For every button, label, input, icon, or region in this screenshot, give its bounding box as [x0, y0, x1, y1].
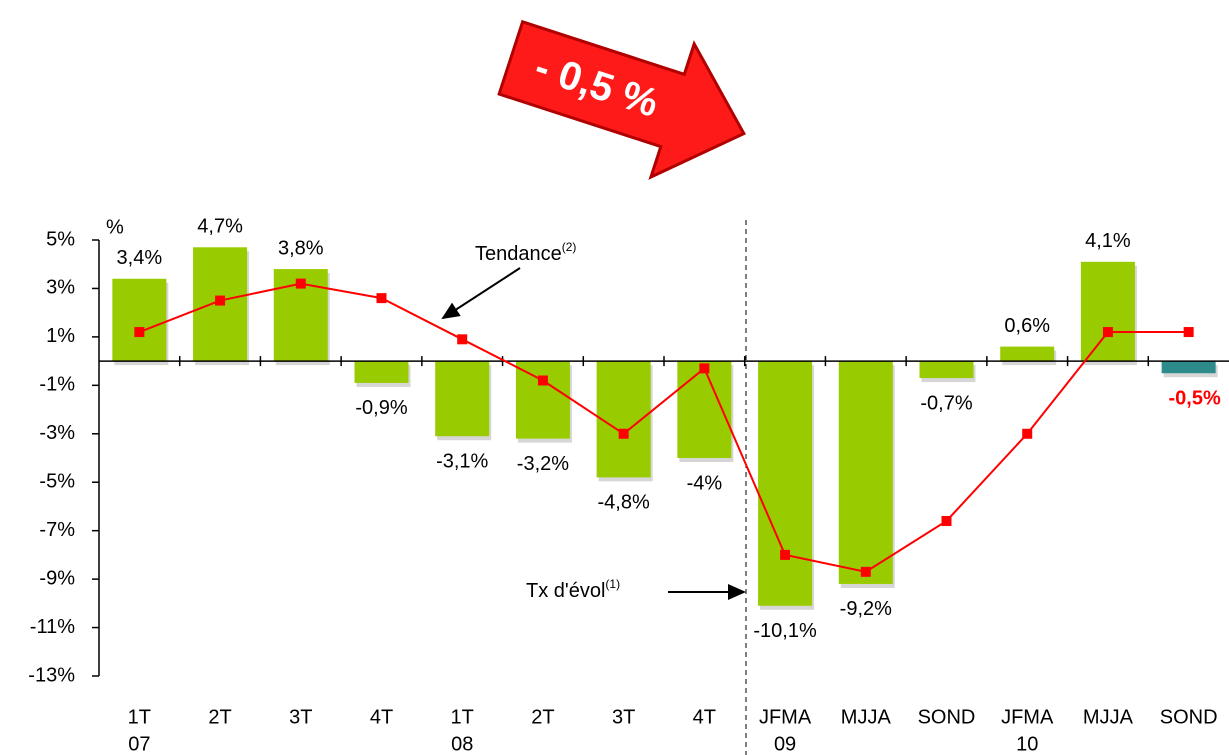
- x-tick-label: 2T: [208, 706, 231, 728]
- trend-marker: [1183, 327, 1194, 338]
- x-tick-label: JFMA: [759, 706, 812, 728]
- value-label: -10,1%: [753, 620, 817, 642]
- bar: [1080, 261, 1135, 362]
- x-tick-label: 1T: [451, 706, 474, 728]
- trend-marker: [215, 295, 226, 306]
- value-label: -0,7%: [920, 392, 972, 414]
- value-label: -3,2%: [517, 453, 569, 475]
- y-tick-label: 3%: [46, 277, 75, 299]
- trend-marker: [1102, 327, 1113, 338]
- trend-label: Tendance(2): [475, 240, 576, 265]
- bar: [838, 361, 893, 584]
- trend-marker: [618, 428, 629, 439]
- plot: 5% 3% 1% -1% -3% -5% -7% -9% -11% -13% 3,4% 4,7% 3,8…: [28, 216, 1229, 755]
- bar: [354, 361, 409, 383]
- value-label: -4,8%: [598, 492, 650, 514]
- trend-marker: [860, 566, 871, 577]
- bar: [1000, 346, 1055, 362]
- value-label: -3,1%: [436, 450, 488, 472]
- banner-arrow: - 0,5 %: [497, 19, 746, 180]
- trend-marker: [134, 327, 145, 338]
- y-tick-label: -11%: [30, 616, 75, 638]
- trend-name: Tendance: [475, 243, 562, 265]
- banner-shape: [497, 19, 746, 180]
- x-tick-label: 1T: [128, 706, 151, 728]
- y-tick-label: -9%: [39, 567, 75, 589]
- y-tick-label: -3%: [39, 422, 75, 444]
- value-label: 0,6%: [1004, 315, 1050, 337]
- trend-marker: [780, 549, 791, 560]
- x-tick-label: 4T: [370, 706, 393, 728]
- x-tick-label: 4T: [693, 706, 716, 728]
- trend-note: (2): [562, 240, 577, 254]
- bar: [1161, 361, 1216, 374]
- bar: [919, 361, 974, 379]
- trend-marker: [941, 515, 952, 526]
- y-tick-label: 5%: [46, 228, 75, 250]
- year-label: 10: [1016, 733, 1038, 755]
- y-tick-label: 1%: [46, 325, 75, 347]
- y-tick-label: -13%: [28, 664, 75, 686]
- bar: [112, 278, 167, 362]
- value-label: 4,1%: [1085, 230, 1131, 252]
- x-tick-label: 2T: [531, 706, 554, 728]
- trend-marker: [457, 334, 468, 345]
- y-tick-label: -7%: [39, 519, 75, 541]
- x-tick-label: JFMA: [1001, 706, 1054, 728]
- value-label: -9,2%: [840, 598, 892, 620]
- x-tick-label: SOND: [918, 706, 976, 728]
- value-label: -0,5%: [1169, 388, 1221, 410]
- trend-marker: [376, 293, 387, 304]
- year-label: 07: [128, 733, 150, 755]
- x-tick-label: MJJA: [841, 706, 892, 728]
- bar: [515, 361, 570, 439]
- year-label: 08: [451, 733, 473, 755]
- x-tick-label: SOND: [1160, 706, 1218, 728]
- value-label: -4%: [687, 472, 723, 494]
- rate-note: (1): [605, 577, 620, 591]
- trend-marker: [537, 375, 548, 386]
- x-tick-label: 3T: [289, 706, 312, 728]
- value-label: 3,4%: [117, 247, 163, 269]
- value-label: 3,8%: [278, 237, 324, 259]
- year-label: 09: [774, 733, 796, 755]
- trend-marker: [1022, 428, 1033, 439]
- rate-name: Tx d'évol: [526, 580, 605, 602]
- trend-marker: [295, 278, 306, 289]
- trend-line: [138, 282, 1189, 573]
- trend-marker: [699, 363, 710, 374]
- value-label: -0,9%: [355, 397, 407, 419]
- bar: [435, 361, 490, 437]
- x-tick-label: 3T: [612, 706, 635, 728]
- unit-label: %: [106, 216, 124, 238]
- value-label: 4,7%: [197, 216, 243, 238]
- bar: [758, 361, 813, 606]
- rate-label: Tx d'évol(1): [526, 577, 620, 602]
- x-tick-label: MJJA: [1083, 706, 1134, 728]
- y-tick-label: -5%: [39, 471, 75, 493]
- y-tick-label: -1%: [39, 374, 75, 396]
- trend-pointer: [441, 267, 521, 320]
